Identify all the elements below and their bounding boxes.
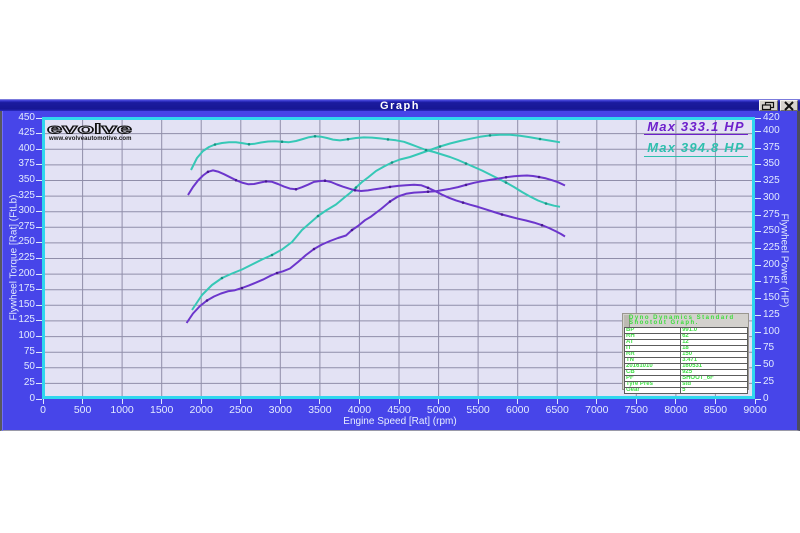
svg-text:evolve: evolve xyxy=(47,122,132,136)
